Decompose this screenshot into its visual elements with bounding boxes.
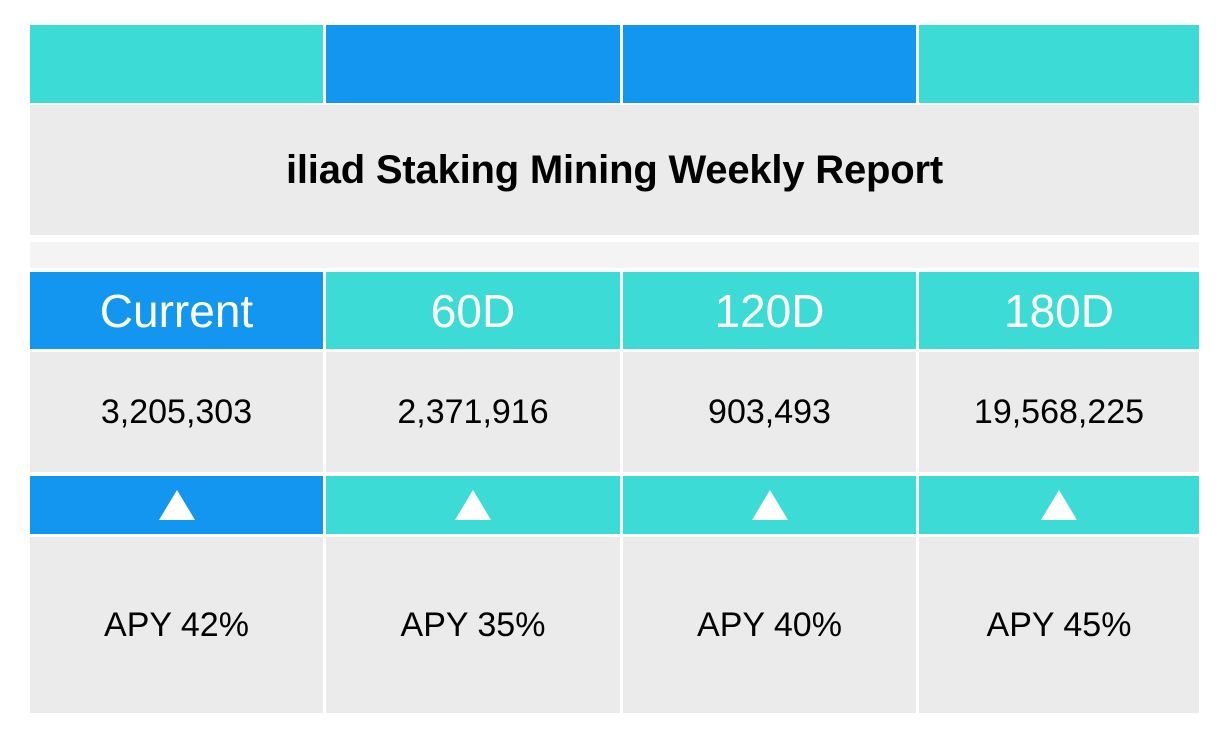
staked-amount-value: 3,205,303 xyxy=(100,392,253,431)
up-triangle-icon xyxy=(158,490,195,520)
apy-cell-60d: APY 35% xyxy=(326,537,620,713)
trend-cell-180d xyxy=(919,476,1199,534)
column-header-current: Current xyxy=(30,272,323,349)
apy-cell-120d: APY 40% xyxy=(623,537,916,713)
column-header-120d: 120D xyxy=(623,272,916,349)
apy-label: APY 35% xyxy=(400,605,546,644)
top-bar-segment-1 xyxy=(30,25,323,103)
apy-label: APY 45% xyxy=(986,605,1132,644)
title-band-base xyxy=(30,242,1199,268)
top-bar-segment-2 xyxy=(326,25,620,103)
staked-amount-value: 903,493 xyxy=(708,392,831,431)
staked-amount-value: 2,371,916 xyxy=(397,392,549,431)
staked-amount-value: 19,568,225 xyxy=(973,392,1145,431)
trend-cell-current xyxy=(30,476,323,534)
column-header-label: 180D xyxy=(1004,284,1114,337)
trend-cell-60d xyxy=(326,476,620,534)
up-triangle-icon xyxy=(455,490,491,520)
apy-cell-180d: APY 45% xyxy=(919,537,1199,713)
column-header-label: 120D xyxy=(714,284,825,337)
column-header-180d: 180D xyxy=(919,272,1199,349)
staked-amount-180d: 19,568,225 xyxy=(919,352,1199,472)
up-triangle-icon xyxy=(751,490,788,520)
staked-amount-current: 3,205,303 xyxy=(30,352,323,472)
column-header-label: Current xyxy=(99,284,254,337)
column-header-60d: 60D xyxy=(326,272,620,349)
apy-label: APY 42% xyxy=(104,605,249,644)
top-bar-segment-4 xyxy=(919,25,1199,103)
staked-amount-60d: 2,371,916 xyxy=(326,352,620,472)
trend-cell-120d xyxy=(623,476,916,534)
apy-label: APY 40% xyxy=(697,605,842,644)
top-bar-segment-3 xyxy=(623,25,916,103)
column-header-label: 60D xyxy=(430,284,516,337)
title-band: iliad Staking Mining Weekly Report xyxy=(30,105,1199,235)
staked-amount-120d: 903,493 xyxy=(623,352,916,472)
apy-cell-current: APY 42% xyxy=(30,537,323,713)
up-triangle-icon xyxy=(1041,490,1077,520)
report-title: iliad Staking Mining Weekly Report xyxy=(285,147,943,192)
